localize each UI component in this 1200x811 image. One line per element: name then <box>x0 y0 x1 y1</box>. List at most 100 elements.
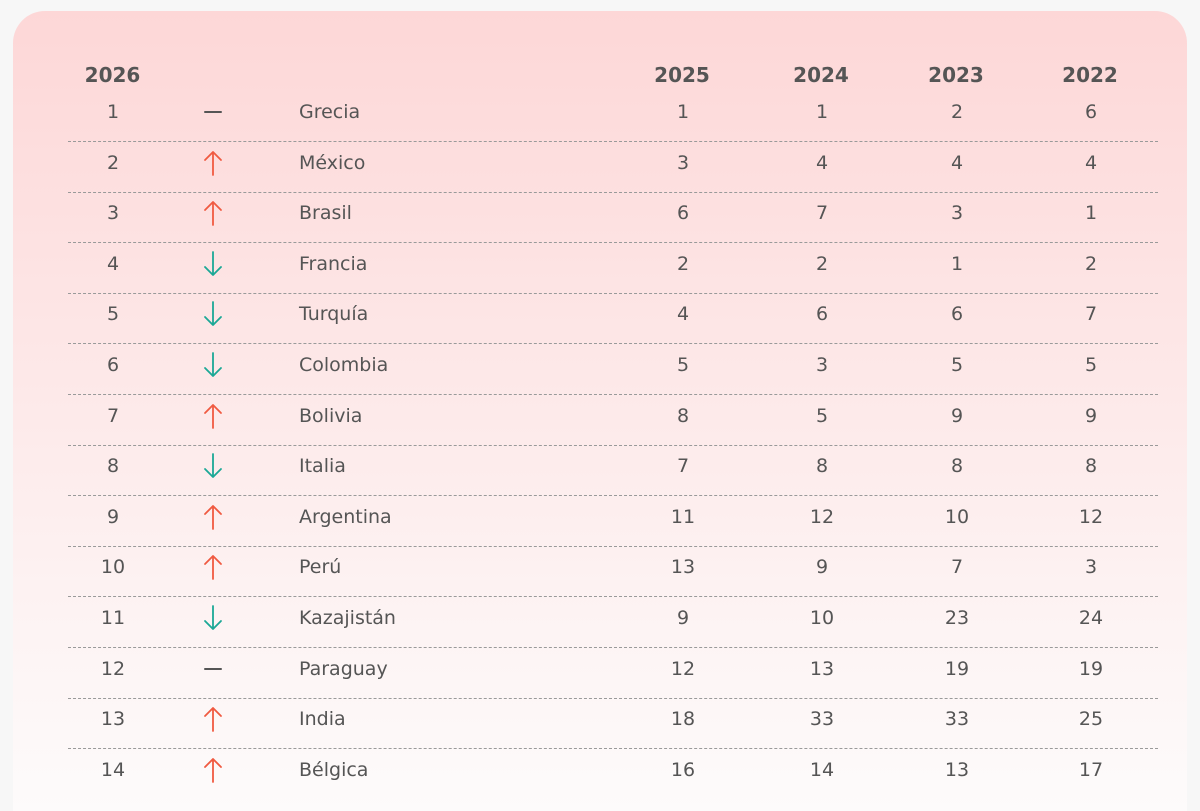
rank-2024: 7 <box>815 202 829 225</box>
rank-2023: 23 <box>944 607 970 629</box>
table-row: 5 Turquía 4 6 6 7 <box>68 293 1158 345</box>
rank-cell: 3 <box>106 202 120 225</box>
rank-2024: 13 <box>809 657 835 680</box>
rank-2024: 8 <box>815 455 829 478</box>
rank-2022: 6 <box>1084 101 1098 123</box>
header-2025: 2025 <box>654 63 710 87</box>
rank-2022: 9 <box>1084 404 1098 427</box>
rank-2025: 4 <box>676 303 690 326</box>
country-name: Argentina <box>299 505 392 528</box>
rank-2024: 1 <box>815 101 829 123</box>
country-name: Perú <box>299 556 342 579</box>
rank-2025: 16 <box>670 758 696 781</box>
rank-2023: 8 <box>950 455 964 478</box>
rank-2022: 12 <box>1078 505 1104 528</box>
rank-2023: 19 <box>944 657 970 680</box>
rank-2023: 10 <box>944 505 970 528</box>
table-row: 9 Argentina 11 12 10 12 <box>68 496 1158 547</box>
rank-2024: 14 <box>809 758 835 781</box>
rank-2023: 3 <box>950 202 964 225</box>
header-2023: 2023 <box>928 63 984 87</box>
rank-2022: 19 <box>1078 657 1104 680</box>
country-name: Bolivia <box>299 404 363 427</box>
rank-2024: 10 <box>809 607 835 629</box>
country-name: Grecia <box>299 101 361 123</box>
country-name: India <box>299 708 346 731</box>
header-2026: 2026 <box>84 63 141 87</box>
arrow-up-icon <box>188 192 238 234</box>
header-2022: 2022 <box>1062 63 1118 87</box>
table-row: 1 Grecia 1 1 2 6 <box>68 91 1158 142</box>
arrow-down-icon <box>188 243 238 285</box>
arrow-up-icon <box>188 142 238 184</box>
arrow-down-icon <box>188 344 238 386</box>
rank-2023: 1 <box>950 252 964 275</box>
rank-2022: 2 <box>1084 252 1098 275</box>
rank-2025: 1 <box>676 101 690 123</box>
rank-2024: 9 <box>815 556 829 579</box>
rank-cell: 14 <box>100 758 126 781</box>
rank-2025: 12 <box>670 657 696 680</box>
rank-2022: 25 <box>1078 708 1104 731</box>
country-name: Paraguay <box>299 657 388 680</box>
arrow-up-icon <box>188 749 238 791</box>
country-name: Kazajistán <box>299 607 396 629</box>
rank-2023: 7 <box>950 556 964 579</box>
country-name: Brasil <box>299 202 352 225</box>
table-row: 7 Bolivia 8 5 9 9 <box>68 395 1158 446</box>
arrow-up-icon <box>188 496 238 538</box>
rank-cell: 5 <box>106 303 120 326</box>
country-name: Francia <box>299 252 368 275</box>
arrow-up-icon <box>188 698 238 740</box>
rank-cell: 13 <box>100 708 126 731</box>
table-row: 12 Paraguay 12 13 19 19 <box>68 648 1158 699</box>
table-row: 6 Colombia 5 3 5 5 <box>68 344 1158 395</box>
rank-cell: 6 <box>106 354 120 376</box>
rank-2023: 33 <box>944 708 970 731</box>
rank-2025: 3 <box>676 151 690 174</box>
arrow-down-icon <box>188 597 238 639</box>
table-row: 4 Francia 2 2 1 2 <box>68 243 1158 294</box>
country-name: Colombia <box>299 354 389 376</box>
rank-cell: 2 <box>106 151 120 174</box>
rank-2022: 5 <box>1084 354 1098 376</box>
table-row: 8 Italia 7 8 8 8 <box>68 445 1158 497</box>
rank-2024: 5 <box>815 404 829 427</box>
rank-2024: 4 <box>815 151 829 174</box>
rank-2023: 13 <box>944 758 970 781</box>
rank-cell: 8 <box>106 455 120 478</box>
rank-2022: 1 <box>1084 202 1098 225</box>
country-name: Bélgica <box>299 758 369 781</box>
table-row: 10 Perú 13 9 7 3 <box>68 546 1158 598</box>
rank-2022: 7 <box>1084 303 1098 326</box>
rank-2024: 2 <box>815 252 829 275</box>
rank-2022: 4 <box>1084 151 1098 174</box>
rank-cell: 1 <box>106 101 120 123</box>
rank-cell: 12 <box>100 657 126 680</box>
rank-2023: 5 <box>950 354 964 376</box>
rank-2022: 17 <box>1078 758 1104 781</box>
arrow-up-icon <box>188 395 238 437</box>
rank-2025: 8 <box>676 404 690 427</box>
rank-2023: 6 <box>950 303 964 326</box>
rank-2024: 12 <box>809 505 835 528</box>
rank-2025: 5 <box>676 354 690 376</box>
rank-2023: 2 <box>950 101 964 123</box>
dash-icon <box>188 91 238 133</box>
rank-2022: 8 <box>1084 455 1098 478</box>
rank-2023: 9 <box>950 404 964 427</box>
ranking-card: 2026 2025 2024 2023 2022 1 Grecia 1 1 2 6 2 Méx… <box>13 11 1187 811</box>
table-row: 13 India 18 33 33 25 <box>68 698 1158 750</box>
rank-2025: 13 <box>670 556 696 579</box>
rank-cell: 9 <box>106 505 120 528</box>
rank-2025: 11 <box>670 505 696 528</box>
rank-2023: 4 <box>950 151 964 174</box>
arrow-up-icon <box>188 546 238 588</box>
arrow-down-icon <box>188 293 238 335</box>
rank-2022: 24 <box>1078 607 1104 629</box>
table-row: 11 Kazajistán 9 10 23 24 <box>68 597 1158 648</box>
rank-2025: 18 <box>670 708 696 731</box>
rank-2025: 9 <box>676 607 690 629</box>
header-2024: 2024 <box>793 63 849 87</box>
country-name: Italia <box>299 455 346 478</box>
